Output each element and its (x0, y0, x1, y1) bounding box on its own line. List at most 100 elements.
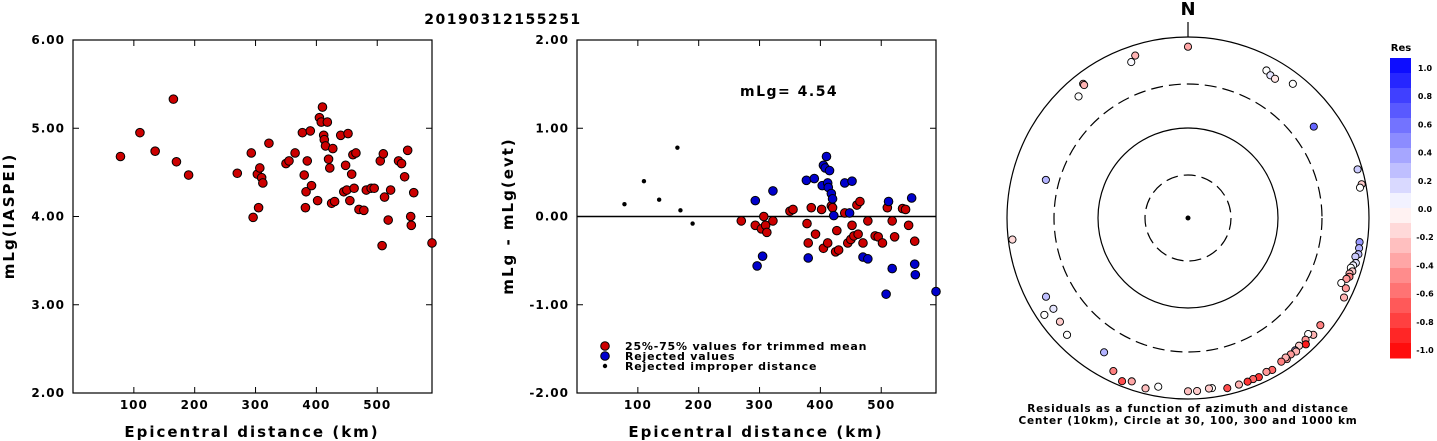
legend-label: Rejected values (625, 350, 735, 363)
panel2-point-rejected (909, 259, 920, 269)
panel2-point-rejected (768, 186, 778, 196)
panel2-x-label: Epicentral distance (km) (628, 423, 883, 441)
polar-point (1355, 183, 1365, 192)
polar-point (1353, 165, 1362, 174)
panel2-point-trimmed (858, 238, 868, 248)
panel2-point-rejected (883, 196, 894, 207)
panel2-point-rejected (809, 173, 820, 184)
panel2-point-trimmed (806, 202, 817, 213)
polar-point (1337, 279, 1346, 288)
panel2-legend: 25%-75% values for trimmed meanRejected … (600, 340, 867, 373)
colorbar-swatch (1390, 283, 1411, 299)
polar-point (1127, 377, 1136, 386)
panel2-y-tick-label: 2.00 (535, 33, 569, 47)
panel1-point (351, 148, 361, 158)
colorbar-tick-label: 0.6 (1418, 120, 1433, 129)
panel2-point-trimmed (832, 225, 842, 236)
colorbar-tick-label: -0.2 (1416, 233, 1434, 242)
polar-point (1040, 310, 1049, 319)
colorbar-swatch (1390, 133, 1411, 149)
legend-label: Rejected improper distance (625, 360, 817, 373)
panel2-point-trimmed (810, 229, 821, 239)
polar-point (1154, 382, 1163, 391)
panel2-point-trimmed (909, 236, 920, 247)
panel2-y-tick-label: 1.00 (535, 121, 569, 135)
polar-point (1342, 274, 1351, 283)
panel2-point-trimmed (822, 238, 833, 248)
polar-point (1008, 235, 1017, 244)
panel1-point (345, 195, 355, 206)
panel1-point (150, 146, 160, 156)
panel2-point-trimmed (816, 204, 827, 215)
colorbar-tick-label: 0.4 (1418, 149, 1433, 158)
panel-residual-vs-distance: 100 200 300 400 500 -2.00 -1.00 0.00 1.00 2.00 mL… (499, 33, 941, 441)
panel1-point (324, 163, 335, 173)
panel1-point (253, 202, 264, 213)
panel2-point-rejected (801, 175, 812, 186)
panel2-point-trimmed (863, 216, 873, 226)
panel2-x-tick-label: 200 (685, 398, 713, 412)
panel1-point (349, 183, 359, 194)
panel1-point (369, 183, 379, 194)
legend-marker-improper (602, 363, 608, 369)
colorbar-swatch (1390, 193, 1411, 209)
colorbar-swatch (1390, 268, 1411, 284)
panel2-y-tick-label: -1.00 (529, 298, 569, 312)
polar-circle-300km (1053, 83, 1323, 353)
panel1-y-tick-label: 4.00 (31, 210, 65, 224)
panel1-point (408, 187, 419, 198)
panel1-point (359, 205, 369, 216)
panel2-point-trimmed (827, 202, 838, 213)
polar-point (1080, 81, 1089, 90)
legend-label: 25%-75% values for trimmed mean (625, 340, 867, 353)
panel1-point (290, 148, 300, 158)
colorbar-swatch (1390, 298, 1411, 314)
polar-point (1183, 387, 1193, 396)
polar-circle-100km (1097, 127, 1279, 309)
colorbar-swatch (1390, 88, 1411, 104)
panel2-point-rejected (910, 269, 921, 280)
panel2-point-trimmed (833, 245, 844, 255)
panel2-point-rejected (828, 210, 839, 221)
polar-caption-line2: Center (10km), Circle at 30, 100, 300 an… (1018, 415, 1357, 427)
panel1-x-tick-label: 300 (242, 398, 270, 412)
polar-north-label: N (1180, 0, 1195, 20)
colorbar-tick-label: 0.2 (1418, 177, 1432, 186)
colorbar-swatch (1390, 58, 1411, 74)
panel2-point-trimmed (788, 204, 798, 215)
panel1-point (264, 138, 274, 149)
panel1-point (405, 211, 416, 222)
colorbar-swatch (1390, 118, 1411, 134)
panel1-point (346, 169, 357, 179)
polar-point (1341, 284, 1350, 293)
panel2-point-rejected (821, 151, 832, 162)
colorbar-swatch (1390, 103, 1411, 119)
panel2-point-improper-distance (656, 197, 662, 202)
panel1-point (183, 170, 194, 180)
polar-point (1270, 74, 1280, 83)
polar-center-dot (1185, 215, 1191, 221)
panel1-y-tick-label: 6.00 (31, 33, 65, 47)
panel2-x-tick-label: 500 (867, 398, 895, 412)
panel1-point (402, 145, 413, 156)
panel1-point (378, 149, 389, 159)
colorbar-swatch (1390, 343, 1411, 359)
panel-polar-residuals: N Residuals as a function of azimuth and… (1006, 0, 1370, 427)
panel2-x-tick-label: 400 (806, 398, 834, 412)
colorbar-tick-label: -0.6 (1416, 290, 1434, 299)
polar-point (1301, 340, 1310, 349)
panel2-point-trimmed (877, 238, 888, 248)
panel2-point-rejected (906, 193, 917, 203)
panel1-point (300, 202, 311, 213)
panel2-point-rejected (863, 254, 873, 264)
panel1-point (301, 186, 311, 197)
panel2-x-tick-label: 300 (746, 398, 774, 412)
panel1-point (343, 128, 353, 139)
polar-point (1109, 367, 1118, 376)
panel1-point (396, 158, 407, 169)
colorbar-tick-label: 1.0 (1418, 64, 1433, 73)
colorbar-tick-label: 0.8 (1418, 92, 1433, 101)
polar-point (1277, 357, 1286, 366)
panel2-x-tick-label: 100 (624, 398, 652, 412)
panel1-point (383, 215, 393, 225)
